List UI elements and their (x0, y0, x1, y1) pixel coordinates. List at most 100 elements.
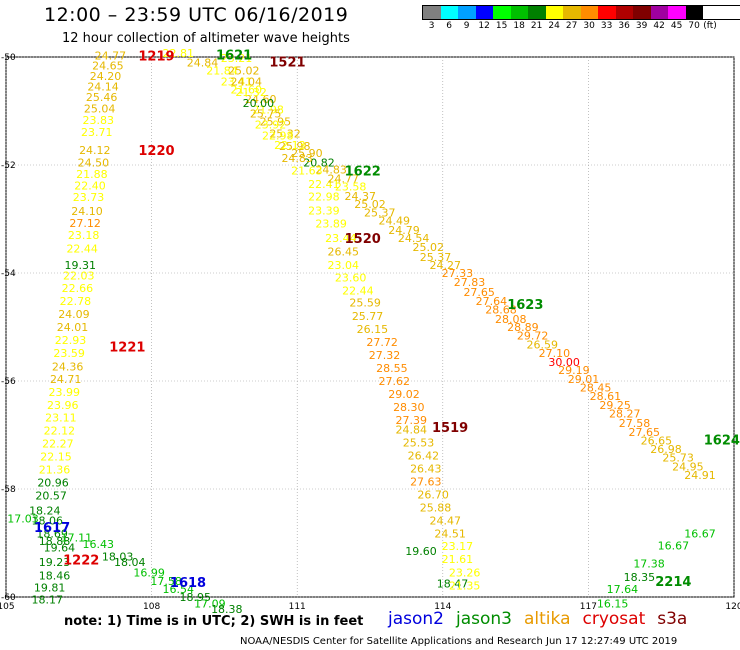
swh-value: 23.11 (45, 412, 77, 425)
swh-value: 27.72 (366, 336, 398, 349)
swh-value: 18.35 (624, 571, 656, 584)
swh-value: 17.58 (150, 575, 182, 588)
swh-value: 24.65 (92, 60, 124, 73)
swh-value: 27.63 (410, 475, 442, 488)
swh-value: 26.65 (641, 434, 673, 447)
swh-value: 23.58 (335, 181, 367, 194)
swh-value: 22.81 (163, 47, 195, 60)
x-tick-label: 108 (143, 602, 160, 612)
swh-value: 21.84 (206, 65, 238, 78)
pass-time-label: 1520 (345, 232, 381, 247)
swh-value: 26.70 (417, 488, 449, 501)
swh-value: 28.68 (485, 304, 517, 317)
swh-value: 18.38 (211, 603, 243, 616)
swh-value: 30.00 (548, 356, 580, 369)
swh-value: 21.35 (449, 580, 481, 593)
swh-value: 25.98 (279, 140, 311, 153)
swh-value: 23.44 (325, 232, 357, 245)
swh-value: 24.54 (398, 232, 430, 245)
swh-value: 27.83 (454, 276, 486, 289)
swh-value: 23.96 (47, 399, 79, 412)
swh-value: 25.53 (403, 437, 435, 450)
swh-value: 24.51 (434, 527, 466, 540)
x-tick-label: 120 (725, 602, 740, 612)
swh-value: 28.30 (393, 401, 425, 414)
swh-value: 26.42 (408, 450, 440, 463)
swh-value: 16.67 (684, 527, 716, 540)
legend-swatch (545, 6, 563, 19)
swh-value: 19.60 (405, 545, 437, 558)
swh-value: 20.57 (35, 489, 67, 502)
swh-value: 23.04 (328, 259, 360, 272)
swh-value: 26.15 (357, 323, 389, 336)
swh-value: 27.58 (619, 417, 651, 430)
swh-value: 22.66 (62, 282, 94, 295)
swh-value: 16.67 (658, 540, 690, 553)
swh-value: 25.32 (269, 128, 301, 141)
swh-value: 29.19 (558, 364, 590, 377)
credit-line: NOAA/NESDIS Center for Satellite Applica… (240, 636, 678, 647)
pass-time-label: 1519 (432, 421, 468, 436)
swh-value: 17.11 (61, 532, 93, 545)
swh-value: 28.55 (376, 362, 408, 375)
swh-value: 19.81 (34, 581, 66, 594)
swh-value: 24.50 (78, 156, 110, 169)
swh-value: 18.69 (36, 527, 68, 540)
swh-value: 18.03 (102, 551, 134, 564)
legend-label: 3 (428, 21, 435, 31)
swh-value: 24.37 (345, 190, 377, 203)
swh-value: 18.47 (437, 578, 469, 591)
swh-value: 28.89 (507, 321, 539, 334)
swh-value: 26.45 (328, 245, 360, 258)
swh-value: 22.12 (44, 425, 76, 438)
legend-swatch (650, 6, 668, 19)
swh-value: 25.59 (349, 297, 381, 310)
swh-value: 25.73 (662, 452, 694, 465)
swh-value: 25.88 (420, 501, 452, 514)
swh-value: 21.61 (442, 553, 474, 566)
swh-value: 18.17 (32, 594, 64, 607)
legend-swatch (423, 6, 441, 19)
swh-value: 21.32 (235, 86, 267, 99)
swh-value: 27.39 (396, 414, 428, 427)
swh-value: 23.18 (68, 229, 100, 242)
legend-labels: 3 6 9 12 15 18 21 24 27 30 33 36 39 42 45 70 (ft) (422, 20, 740, 32)
swh-value: 24.01 (57, 321, 89, 334)
pass-time-label: 1219 (138, 49, 174, 64)
legend-swatch (615, 6, 633, 19)
swh-value: 22.98 (262, 129, 294, 142)
swh-value: 18.95 (180, 591, 212, 604)
swh-value: 24.14 (87, 81, 119, 94)
swh-value: 24.91 (684, 469, 716, 482)
legend-swatch (668, 6, 686, 19)
swh-value: 25.75 (250, 108, 282, 121)
swh-value: 25.02 (354, 198, 386, 211)
swh-value: 26.43 (410, 462, 442, 475)
legend-label: 9 (463, 21, 470, 31)
x-tick-label: 117 (580, 602, 597, 612)
swh-value: 27.32 (369, 349, 401, 362)
swh-value: 28.27 (609, 407, 641, 420)
legend-label: 21 (530, 21, 543, 31)
pass-time-label: 2214 (655, 575, 691, 590)
swh-value: 22.41 (308, 178, 340, 191)
legend-label: 24 (548, 21, 560, 31)
swh-value: 29.72 (517, 330, 549, 343)
swh-value: 22.78 (60, 295, 92, 308)
swh-value: 24.71 (50, 373, 82, 386)
swh-value: 26.98 (650, 443, 682, 456)
swh-value: 23.21 (221, 52, 253, 65)
swh-value: 17.38 (633, 558, 665, 571)
swh-value: 28.08 (495, 313, 527, 326)
satellite-legend-item: jason3 (456, 609, 512, 629)
legend-label: 42 (653, 21, 665, 31)
swh-value: 24.77 (95, 49, 127, 62)
y-tick-label: -58 (1, 485, 16, 495)
legend-label: 36 (618, 21, 630, 31)
satellite-legend-item: altika (524, 609, 571, 629)
swh-value: 25.02 (412, 241, 444, 254)
x-tick-label: 111 (289, 602, 306, 612)
swh-value: 20.82 (303, 156, 335, 169)
swh-value: 25.02 (228, 65, 260, 78)
